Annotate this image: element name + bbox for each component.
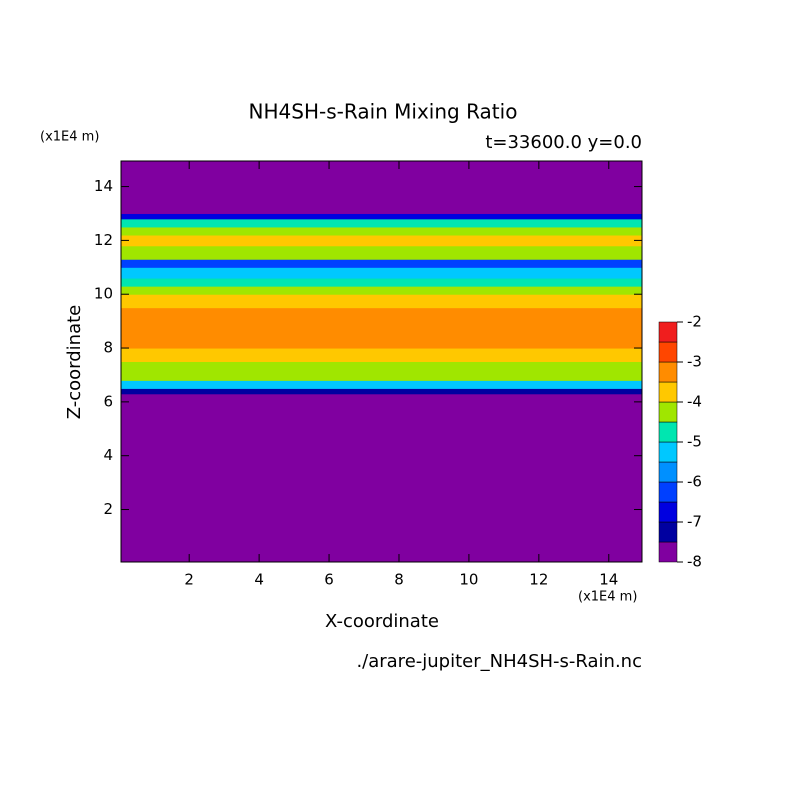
x-tick-label: 6 (324, 571, 334, 589)
colorbar-label: -4 (687, 393, 702, 411)
colorbar-label: -8 (687, 553, 702, 571)
colorbar-swatch (658, 541, 678, 563)
contour-band (121, 278, 642, 287)
colorbar-label: -5 (687, 433, 702, 451)
file-name: ./arare-jupiter_NH4SH-s-Rain.nc (356, 651, 642, 672)
x-unit: (x1E4 m) (578, 590, 637, 605)
x-tick-label: 12 (529, 571, 548, 589)
colorbar-label: -7 (687, 513, 702, 531)
y-tick-label: 14 (94, 177, 113, 195)
y-tick-label: 8 (103, 339, 113, 357)
x-tick-label: 10 (459, 571, 478, 589)
contour-band (121, 286, 642, 295)
contour-band (121, 213, 642, 220)
contour-band (121, 348, 642, 362)
chart-subtitle: t=33600.0 y=0.0 (485, 132, 642, 153)
colorbar-label: -3 (687, 353, 702, 371)
contour-band (121, 235, 642, 247)
x-tick-label: 2 (184, 571, 194, 589)
x-tick-label: 14 (599, 571, 618, 589)
y-tick-label: 10 (94, 285, 113, 303)
colorbar-swatch (658, 381, 678, 403)
x-tick-label: 4 (254, 571, 264, 589)
y-unit: (x1E4 m) (40, 130, 99, 145)
colorbar-label: -6 (687, 473, 702, 491)
contour-band (121, 218, 642, 228)
plot-frame (120, 160, 643, 563)
axes: 2 4 6 8 10 12 14 2 4 6 8 10 12 14 (94, 160, 643, 589)
contour-band (121, 307, 642, 349)
colorbar-swatch (658, 521, 678, 543)
contour-band (121, 161, 642, 214)
y-tick-label: 2 (103, 500, 113, 518)
x-axis-label: X-coordinate (325, 611, 439, 632)
contour-band (121, 226, 642, 236)
colorbar-label: -2 (687, 313, 702, 331)
colorbar-swatch (658, 361, 678, 383)
colorbar-swatch (658, 501, 678, 523)
colorbar-swatch (658, 401, 678, 423)
colorbar-swatch (658, 441, 678, 463)
colorbar-swatch (658, 481, 678, 503)
contour-band (121, 388, 642, 395)
colorbar-swatch (658, 341, 678, 363)
contour-band (121, 267, 642, 279)
contour-band (121, 245, 642, 260)
contour-band (121, 259, 642, 268)
contour-band (121, 380, 642, 389)
x-tick-label: 8 (394, 571, 404, 589)
y-tick-label: 4 (103, 446, 113, 464)
contour-band (121, 393, 642, 563)
contour-band (121, 294, 642, 309)
colorbar-swatch (658, 321, 678, 343)
colorbar-swatch (658, 461, 678, 483)
y-tick-label: 6 (103, 392, 113, 410)
colorbar-swatch (658, 421, 678, 443)
contour-band (121, 361, 642, 381)
y-tick-label: 12 (94, 231, 113, 249)
y-axis-label: Z-coordinate (64, 305, 85, 420)
chart-title: NH4SH-s-Rain Mixing Ratio (249, 100, 518, 124)
contour-field (121, 161, 642, 563)
